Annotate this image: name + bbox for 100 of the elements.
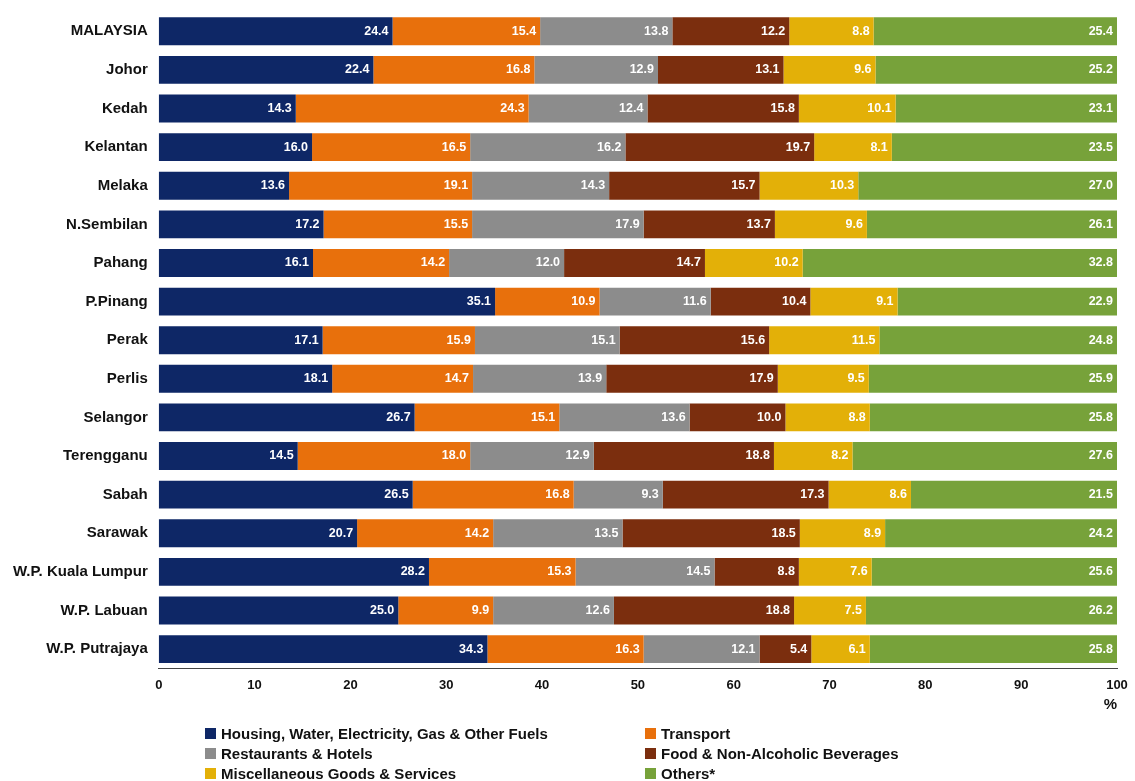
bar [606,364,778,393]
data-label: 15.6 [740,332,766,347]
data-label: 14.3 [580,178,606,193]
data-label: 14.5 [686,564,711,579]
legend-label: Miscellaneous Goods & Services [221,764,457,781]
data-label: 12.4 [619,100,644,115]
bar [710,287,811,316]
bar [559,403,690,432]
bar [470,133,626,162]
y-tick-label: W.P. Labuan [60,600,148,618]
data-label: 13.8 [644,23,669,38]
bar [323,210,473,239]
y-tick-label: Perak [106,330,149,348]
legend-label: Restaurants & Hotels [221,744,373,762]
data-label: 25.9 [1088,371,1114,386]
data-label: 11.5 [851,332,876,347]
bar [783,55,876,84]
bar [891,133,1117,162]
bar [534,55,658,84]
bar [662,480,829,509]
data-label: 10.2 [774,255,799,270]
data-label: 16.8 [506,62,531,77]
legend-label: Food & Non-Alcoholic Beverages [661,744,899,762]
data-label: 14.3 [267,100,292,115]
data-label: 15.1 [591,332,616,347]
data-label: 7.5 [844,602,862,617]
bar [575,557,715,586]
bar [158,519,358,548]
bar [158,55,374,84]
data-label: 17.3 [800,487,825,502]
data-label: 12.6 [585,602,610,617]
data-label: 15.9 [446,332,471,347]
data-label: 13.7 [746,216,771,231]
legend-label: Transport [661,724,731,742]
bar [885,519,1117,548]
bar [869,635,1117,664]
bar [449,249,565,277]
bar [158,171,290,200]
y-tick-label: MALAYSIA [70,21,148,39]
bar [540,17,673,46]
data-label: 9.5 [847,371,865,386]
data-label: 24.3 [500,100,525,115]
bar [875,55,1117,84]
bar [794,596,866,625]
data-label: 16.8 [545,487,570,502]
bar [493,519,623,548]
data-label: 8.1 [870,139,888,154]
data-label: 13.1 [755,62,780,77]
bar [158,133,313,162]
bar [332,364,474,393]
x-tick-label: 10 [247,676,262,692]
bar [528,94,648,123]
bar [625,133,815,162]
bar [814,133,892,162]
bar [428,557,576,586]
data-label: 16.1 [284,255,310,270]
bar [487,635,644,664]
data-label: 13.5 [594,525,619,540]
bar [158,17,393,46]
data-label: 5.4 [789,641,808,656]
bar [158,403,415,432]
bar [798,94,896,123]
bar [777,364,869,393]
bar [158,557,429,586]
bar [564,249,705,277]
bar [871,557,1117,586]
bar [789,17,874,46]
data-label: 16.3 [615,641,640,656]
data-label: 17.9 [615,216,640,231]
data-label: 17.2 [295,216,320,231]
bar [704,249,803,277]
bar [879,326,1117,355]
data-label: 12.9 [565,448,590,463]
bar [643,210,775,239]
x-tick-label: 90 [1013,676,1029,692]
bar [613,596,795,625]
bar [357,519,494,548]
data-label: 24.8 [1088,332,1114,347]
bar [470,442,594,470]
data-label: 9.9 [471,602,490,617]
data-label: 10.0 [757,409,782,424]
bar [158,210,324,239]
bar [473,364,607,393]
bar [852,442,1117,470]
data-label: 19.1 [443,178,469,193]
bar [495,287,600,316]
y-tick-label: P.Pinang [85,291,148,309]
data-label: 21.5 [1088,487,1114,502]
bar [858,171,1117,200]
data-label: 25.2 [1088,62,1114,77]
bar [869,403,1117,432]
data-label: 16.0 [283,139,309,154]
data-label: 17.1 [294,332,319,347]
bar [158,94,296,123]
y-tick-label: Terengganu [63,446,148,464]
bar [895,94,1117,123]
bar [759,171,859,200]
data-label: 26.7 [386,409,411,424]
data-label: 25.4 [1088,23,1114,38]
data-label: 13.6 [260,178,286,193]
